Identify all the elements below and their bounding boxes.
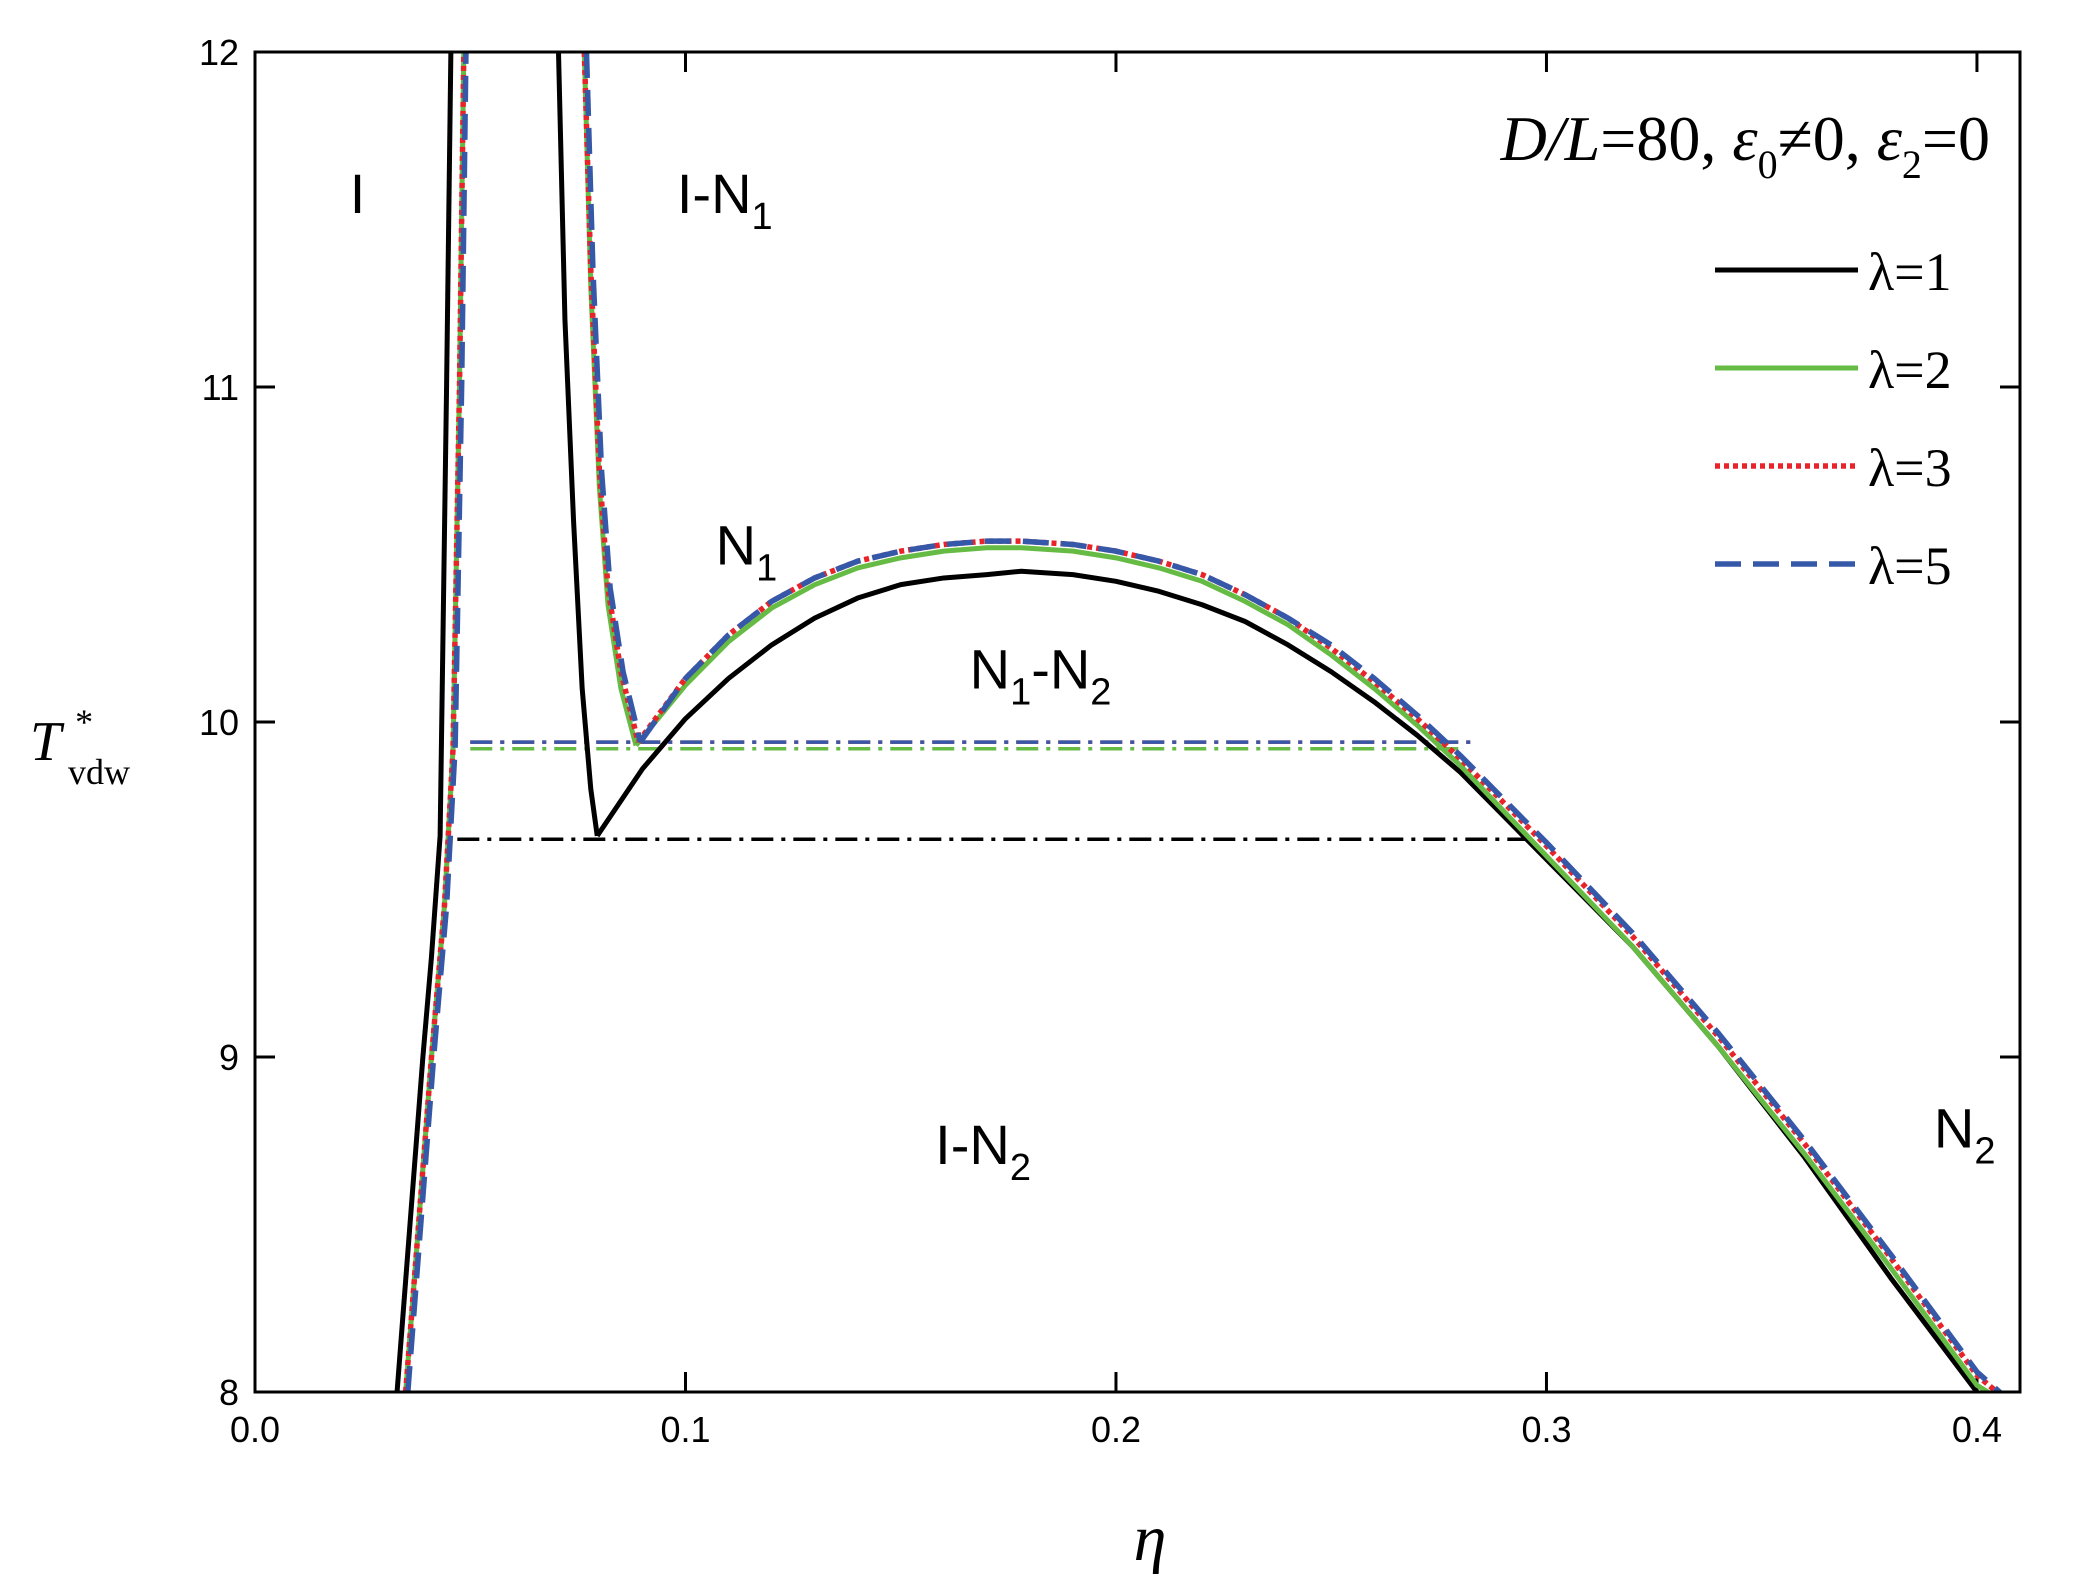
series-layer	[394, 52, 2004, 1392]
annotation-eps2: ε	[1877, 103, 1903, 174]
region-label-1: I	[350, 162, 366, 225]
annotation-eps2-rel: =0	[1922, 103, 1990, 174]
x-tick-label: 0.1	[660, 1409, 710, 1450]
y-tick-label: 9	[219, 1037, 239, 1078]
legend-label-1: λ=1	[1868, 242, 1952, 302]
legend: λ=1 λ=2 λ=3 λ=5	[1715, 242, 1952, 596]
region-label-sub: 1	[752, 196, 773, 238]
legend-label-2: λ=2	[1868, 340, 1952, 400]
tie-line-layer	[457, 740, 1525, 841]
annotation-eps0-sub: 0	[1758, 142, 1778, 187]
x-tick-label: 0.0	[230, 1409, 280, 1450]
y-tick-label: 10	[199, 702, 239, 743]
x-axis-label: η	[1134, 1502, 1167, 1575]
plot-frame	[253, 50, 2022, 1394]
region-label-3: N1	[716, 514, 778, 590]
region-label-main: N	[716, 514, 756, 577]
series-4-segment-2	[583, 52, 643, 743]
region-label-sub: 2	[1974, 1130, 1995, 1172]
region-label-sub: 1	[1010, 672, 1031, 714]
series-3-segment-1	[402, 52, 467, 1392]
tick-layer	[253, 50, 2020, 1394]
y-axis-label-main: T	[30, 711, 65, 773]
region-label-sub: 2	[1010, 1147, 1031, 1189]
chart-annotation: D/L=80, ε0≠0, ε2=0	[1500, 103, 1990, 187]
annotation-eps2-sub: 2	[1902, 142, 1922, 187]
series-1-segment-3	[595, 568, 1979, 1392]
series-4-segment-1	[405, 52, 469, 1392]
region-label-main: N	[1934, 1096, 1974, 1159]
series-2-segment-2	[581, 52, 639, 747]
region-label-sub: 1	[756, 548, 777, 590]
legend-label-4: λ=5	[1868, 536, 1952, 596]
series-2-segment-3	[634, 545, 1993, 1392]
region-label-mid: -N	[1031, 638, 1090, 701]
y-tick-label: 8	[219, 1372, 239, 1413]
y-axis-label-sup: *	[75, 702, 93, 742]
annotation-eps0-rel: ≠0,	[1778, 103, 1877, 174]
y-tick-label: 12	[199, 32, 239, 73]
region-label-main: I	[350, 162, 366, 225]
series-1-segment-1	[394, 52, 454, 1392]
series-4-segment-3	[638, 538, 2004, 1392]
region-label-main: N	[970, 638, 1010, 701]
region-label-4: N1-N2	[970, 638, 1112, 714]
annotation-ratio: D/L	[1500, 103, 1601, 174]
region-label-main: I-N	[677, 162, 752, 225]
annotation-ratio-value: =80,	[1600, 103, 1732, 174]
series-3-segment-3	[635, 538, 2002, 1392]
series-1-segment-2	[555, 52, 600, 837]
region-label-sub2: 2	[1090, 672, 1111, 714]
x-tick-label: 0.2	[1091, 1409, 1141, 1450]
x-tick-label: 0.3	[1521, 1409, 1571, 1450]
region-label-6: N2	[1934, 1096, 1996, 1172]
annotation-eps0: ε	[1732, 103, 1758, 174]
y-tick-label: 11	[202, 367, 239, 408]
legend-label-3: λ=3	[1868, 438, 1952, 498]
region-label-5: I-N2	[935, 1113, 1031, 1189]
region-label-2: I-N1	[677, 162, 773, 238]
y-tick-labels: 8 9 10 11 12	[199, 32, 239, 1413]
y-axis-label: T * vdw	[30, 685, 130, 792]
x-tick-label: 0.4	[1952, 1409, 2002, 1450]
y-axis-label-sub: vdw	[68, 752, 130, 792]
x-tick-labels: 0.0 0.1 0.2 0.3 0.4	[230, 1409, 2002, 1450]
region-label-main: I-N	[935, 1113, 1010, 1176]
